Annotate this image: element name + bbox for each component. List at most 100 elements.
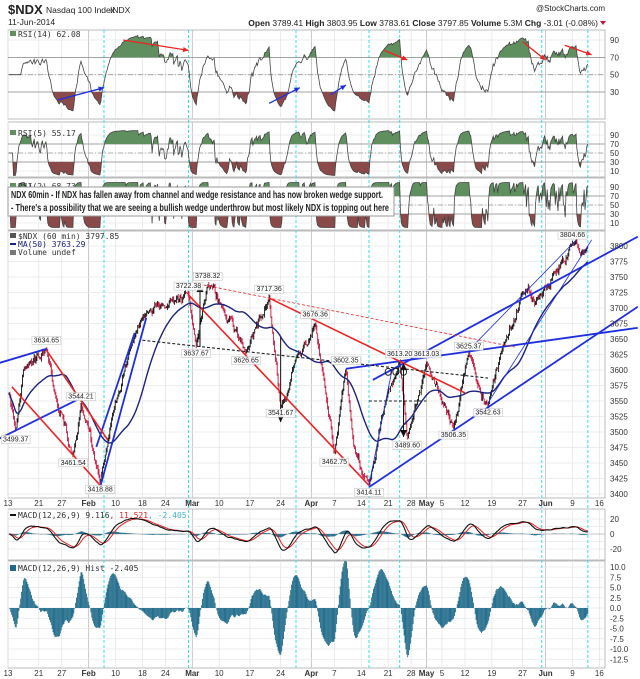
volume-icon <box>10 250 16 255</box>
date-axis-label: Feb <box>82 669 96 678</box>
hist-axis-label: -7.5 <box>610 635 624 644</box>
price-label-box <box>392 441 423 450</box>
macd-panel: 20 0 -20 <box>8 515 622 554</box>
date-axis-label: 7 <box>332 669 337 678</box>
date-axis-label: 19 <box>487 499 496 508</box>
rsi-axis-label: 50 <box>610 71 619 80</box>
exchange: INDX <box>110 5 131 15</box>
blue-divergence-line <box>268 87 301 104</box>
price-label-text: 3626.65 <box>233 357 258 364</box>
date-axis-label: 24 <box>161 669 170 678</box>
date-axis-label: 19 <box>487 669 496 678</box>
price-label: 3738.32 <box>192 271 223 281</box>
thin-blue-trendline <box>368 369 393 486</box>
hist-axis-label: -2.5 <box>610 614 624 623</box>
hist-axis-label: -10.0 <box>610 645 629 654</box>
close-label: Close <box>412 18 435 28</box>
note-line-1: NDX 60min - If NDX has fallen away from … <box>11 189 383 201</box>
price-label: 3506.35 <box>438 430 469 440</box>
date-axis-label: 10 <box>215 669 224 678</box>
price-label: 3637.67 <box>181 349 211 358</box>
rsi-axis-label: 10 <box>610 219 619 228</box>
price-label-box <box>331 356 361 365</box>
price-axis-label: 3600 <box>610 366 628 375</box>
candlestick-icon <box>10 233 16 238</box>
rsi-axis-label: 70 <box>610 53 619 62</box>
price-axis-label: 3700 <box>610 304 628 313</box>
arrowhead-icon <box>339 85 346 91</box>
price-label-box <box>173 281 204 291</box>
rsi-icon <box>10 130 16 135</box>
macd-hist-value: , -2.405 <box>148 511 187 520</box>
macd-line <box>8 517 588 554</box>
price-label-text: 3544.21 <box>68 394 93 401</box>
price-label: 3717.36 <box>254 284 284 294</box>
arrowhead-icon <box>585 50 592 56</box>
rsi-axis-label: 90 <box>610 36 619 45</box>
low-value: 3783.61 <box>379 18 410 28</box>
price-label: 3462.75 <box>319 457 350 467</box>
macd-value: MACD(12,26,9) 9.116 <box>18 511 110 520</box>
date-axis-label: 21 <box>384 499 393 508</box>
rsi-axis-label: 70 <box>610 192 619 201</box>
date-axis-label: Apr <box>304 669 318 678</box>
date-axis-label: 13 <box>4 499 13 508</box>
date-axis-label: May <box>419 499 435 508</box>
hist-axis-label: 2.5 <box>610 594 622 603</box>
symbol: $NDX <box>8 2 43 17</box>
date-axis-label: 5 <box>440 669 445 678</box>
price-label-text: 3461.54 <box>61 460 86 467</box>
rsi-axis-label: 90 <box>610 183 619 192</box>
chart-header: $NDX Nasdaq 100 Index INDX 11-Jun-2014 @… <box>8 2 606 28</box>
chg-value: -3.01 (-0.08%) <box>544 18 598 28</box>
date-axis-label: 27 <box>518 669 527 678</box>
price-label-text: 3722.38 <box>176 283 201 290</box>
blue-trendline <box>0 397 82 440</box>
watermark: @StockCharts.com <box>536 4 605 13</box>
price-label: 3489.60 <box>392 441 423 450</box>
price-panel: 3499.37 3634.65 3461.54 3544.21 3418.88 3722.… <box>0 230 639 499</box>
price-axis-label: 3425 <box>610 475 628 484</box>
rsi-axis-label: 30 <box>610 210 619 219</box>
price-label: 3613.20 <box>384 349 415 359</box>
price-label-text: 3634.65 <box>34 338 59 345</box>
date-axis-label: 9 <box>570 499 575 508</box>
rsi5-frame <box>7 121 606 178</box>
rsi-oversold-fill <box>9 162 588 176</box>
price-label-box <box>300 310 330 319</box>
price-label: 3613.03 <box>411 349 442 359</box>
symbol-name: Nasdaq 100 Index <box>46 5 116 15</box>
price-axis-label: 3625 <box>610 351 628 360</box>
blue-trendline <box>99 317 148 488</box>
price-label-text: 3625.37 <box>456 343 481 350</box>
price-label-box <box>454 342 484 351</box>
price-label-box <box>66 392 96 401</box>
price-label-box <box>181 349 211 358</box>
date-axis-label: 17 <box>245 669 254 678</box>
date-axis-label: 18 <box>138 499 147 508</box>
hist-axis-label: 0.0 <box>610 604 622 613</box>
down-triangle-icon <box>600 21 606 25</box>
rsi14-panel: 90 70 50 30 <box>8 35 619 112</box>
price-axis-label: 3575 <box>610 382 628 391</box>
date-axis-label: 13 <box>4 669 13 678</box>
hist-axis-label: 10.0 <box>610 563 626 572</box>
price-label-text: 3542.63 <box>475 410 500 417</box>
date-axis-label: Jun <box>538 669 552 678</box>
grid <box>7 29 606 669</box>
date-axis-label: 21 <box>384 669 393 678</box>
price-label-box <box>85 485 115 494</box>
rsi-line <box>9 181 589 228</box>
axis-labels: 13 21 27 Feb 10 18 24 Mar 10 17 24 Apr 7 14 21 28 May 5 12… <box>4 499 605 678</box>
date-axis-label: Feb <box>82 499 96 508</box>
price-axis-label: 3650 <box>610 335 628 344</box>
rsi-icon <box>10 183 16 188</box>
macd-histogram-panel: 10.07.5 5.02.50.0-2.5 -5.0-7.5-10.0-12.5 <box>9 561 629 664</box>
price-axis-label: 3750 <box>610 273 628 282</box>
rsi14-plot <box>8 35 605 112</box>
price-label: 3602.35 <box>331 356 361 365</box>
date-axis-label: 14 <box>357 669 366 678</box>
rsi-oversold-fill <box>9 92 588 111</box>
price-label-box <box>254 284 284 294</box>
price-label: 3804.66 <box>557 230 588 240</box>
